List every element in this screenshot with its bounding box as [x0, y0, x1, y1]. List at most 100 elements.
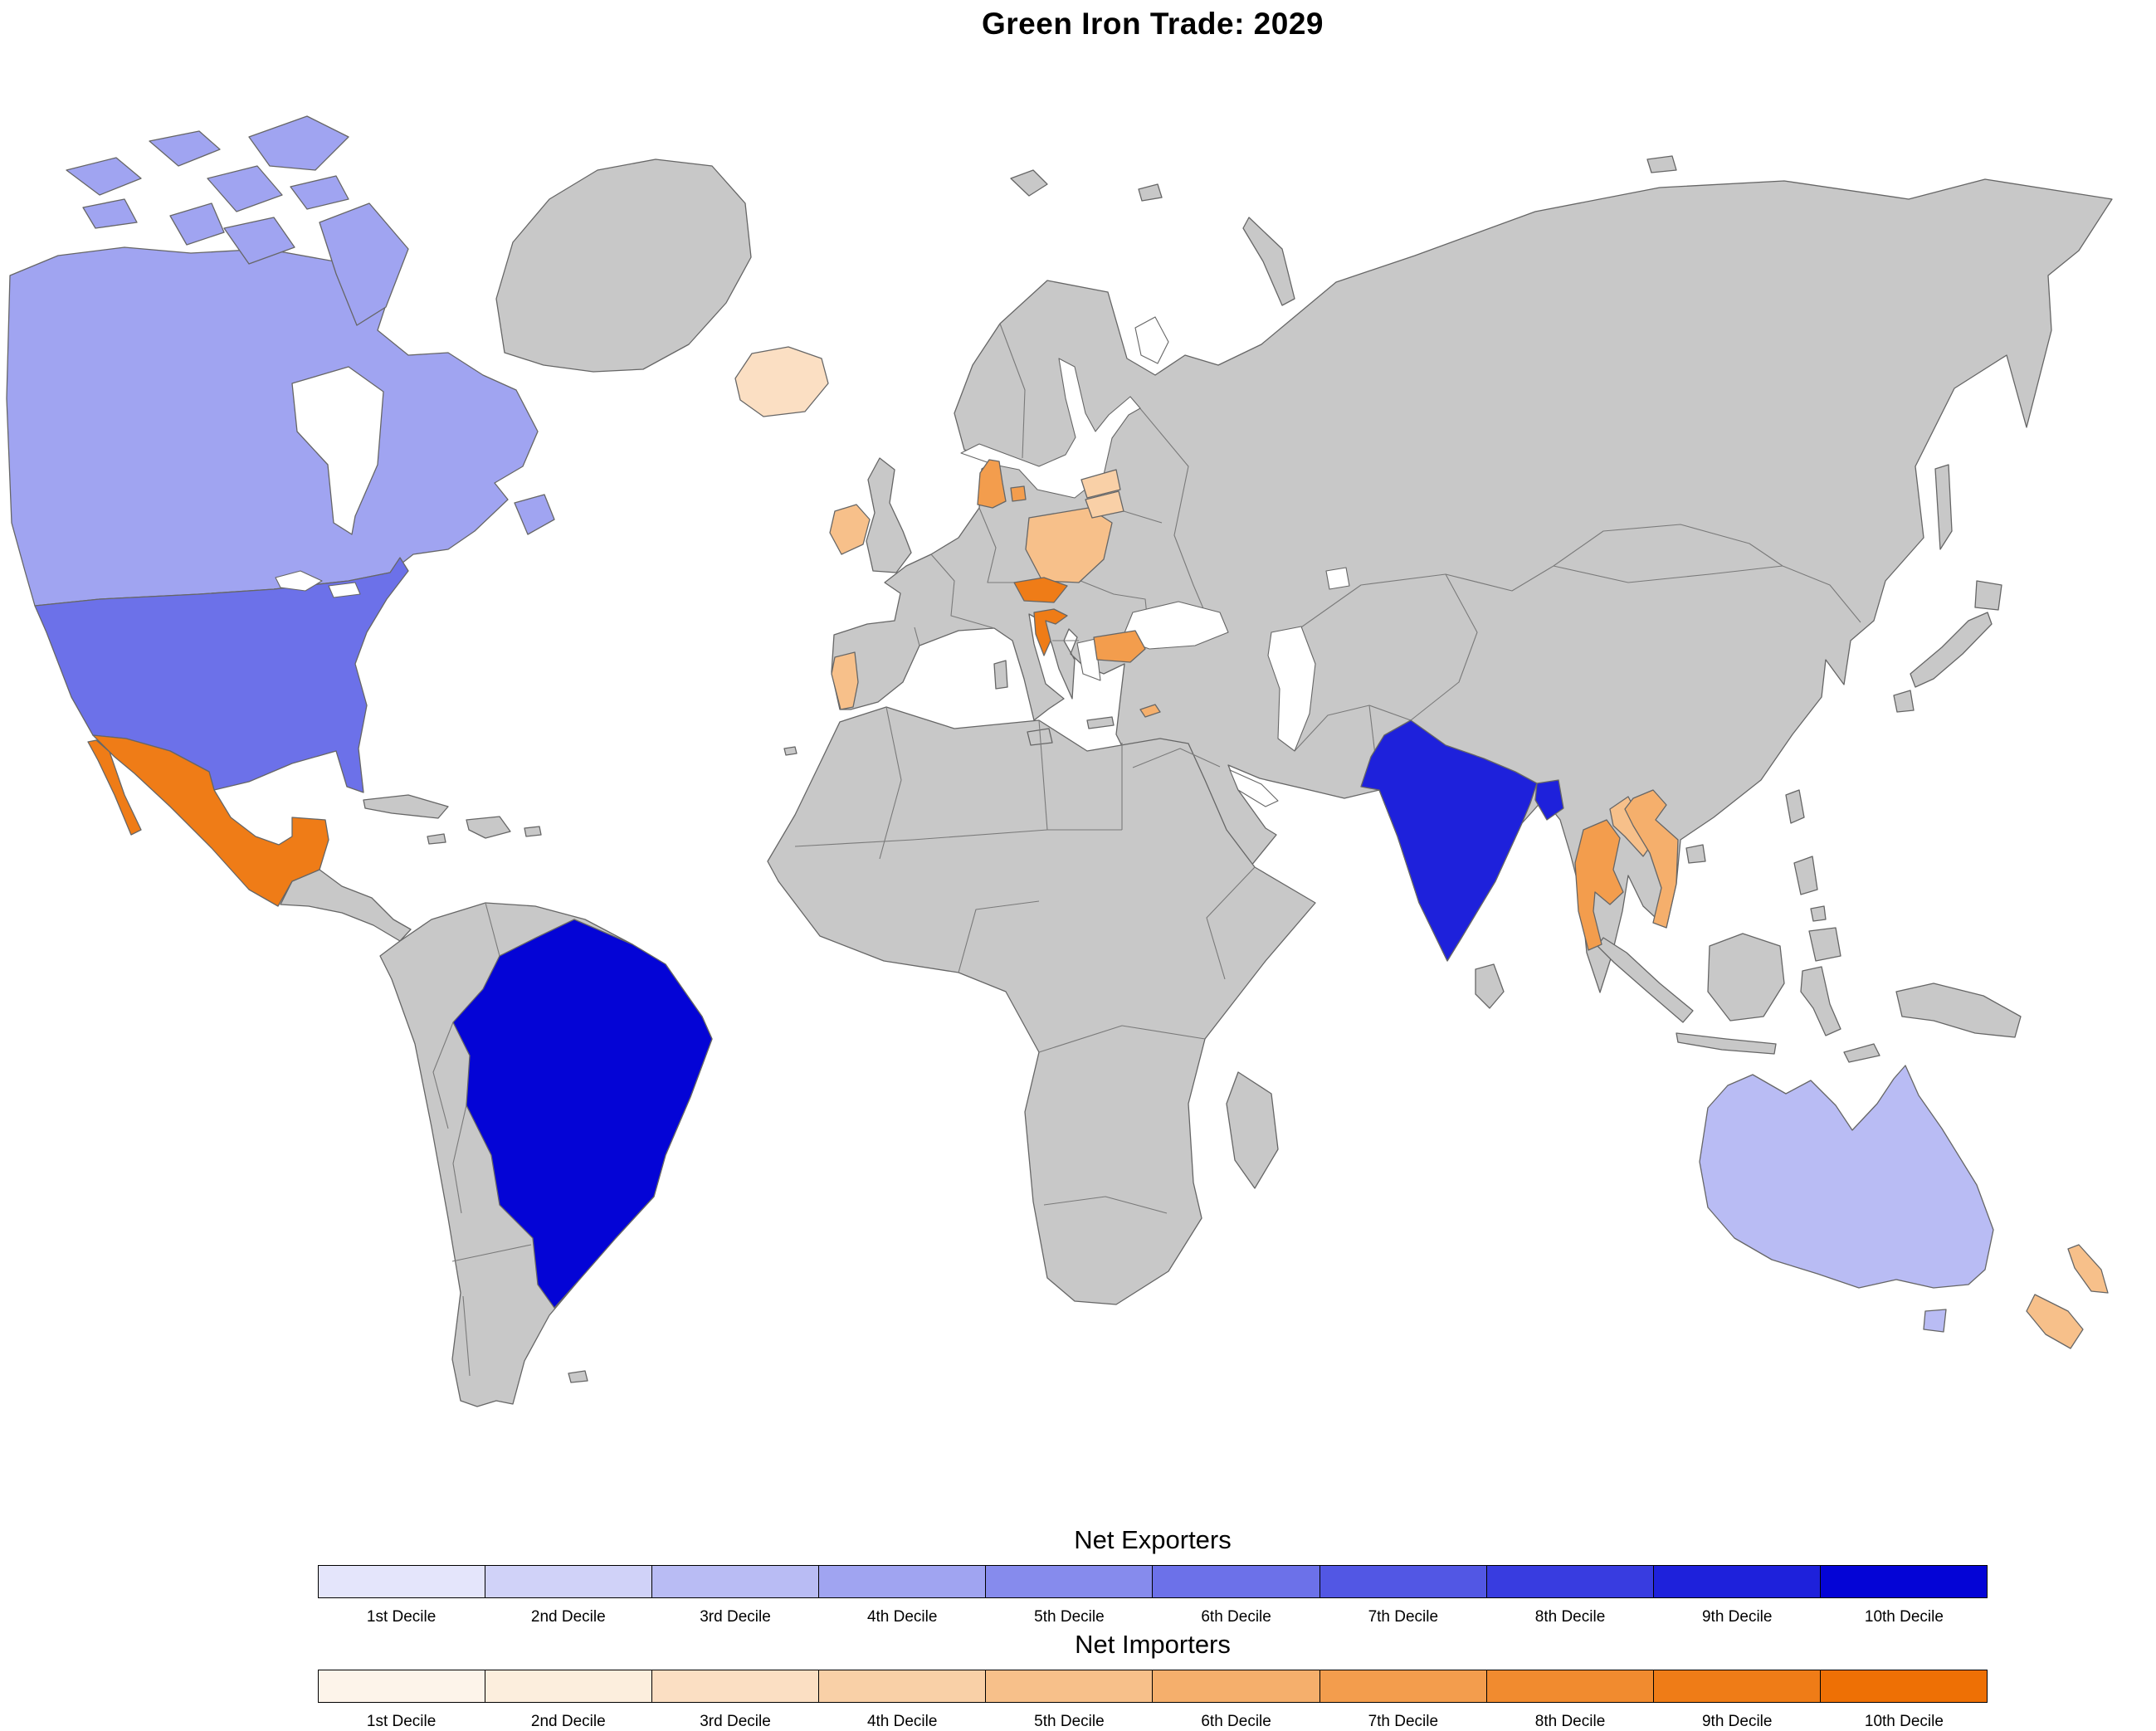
country-canada-arctic-islands	[66, 115, 555, 535]
country-thailand	[1574, 819, 1624, 951]
landmass-borneo	[1707, 933, 1785, 1022]
exporters-decile-swatch-4	[819, 1566, 987, 1597]
importers-legend: Net Importers 1st Decile 2nd Decile 3rd De…	[318, 1630, 1988, 1731]
caspian-sea	[1267, 626, 1316, 752]
importers-tick-label-5: 5th Decile	[1034, 1713, 1105, 1730]
exporters-tick-label-8: 8th Decile	[1534, 1608, 1606, 1626]
exporters-legend: Net Exporters 1st Decile 2nd Decile 3rd De…	[318, 1525, 1988, 1626]
country-bulgaria	[1093, 630, 1146, 663]
country-ireland	[829, 504, 871, 555]
exporters-tick-labels: 1st Decile 2nd Decile 3rd Decile 4th Decile…	[318, 1608, 1988, 1626]
landmass-falklands	[568, 1370, 588, 1383]
importers-tick-label-7: 7th Decile	[1368, 1713, 1439, 1730]
importers-decile-swatch-10	[1820, 1670, 1987, 1702]
country-mexico	[87, 734, 329, 907]
landmass-franz-josef	[1138, 183, 1163, 202]
importers-tick-label-8: 8th Decile	[1534, 1713, 1606, 1730]
exporters-decile-swatch-2	[485, 1566, 653, 1597]
landmass-honshu	[1910, 612, 1993, 688]
exporters-tick-label-6: 6th Decile	[1201, 1608, 1271, 1626]
importers-decile-swatch-7	[1319, 1670, 1487, 1702]
importers-decile-swatch-4	[819, 1670, 987, 1702]
exporters-legend-title: Net Exporters	[1074, 1525, 1232, 1554]
importers-decile-swatch-2	[485, 1670, 653, 1702]
importers-tick-labels: 1st Decile 2nd Decile 3rd Decile 4th Decile…	[318, 1713, 1988, 1731]
country-canada	[6, 246, 539, 607]
baltic-sea	[960, 358, 1141, 499]
exporters-decile-swatch-10	[1820, 1566, 1987, 1597]
page-title: Green Iron Trade: 2029	[981, 7, 1324, 41]
decorative-country-borders	[432, 323, 1861, 1377]
no-data-landmasses	[280, 155, 2113, 1407]
country-vietnam	[1624, 789, 1679, 929]
country-czechia	[1013, 577, 1068, 603]
country-australia	[1699, 1065, 1994, 1289]
exporters-decile-swatch-3	[652, 1566, 820, 1597]
country-lithuania	[1085, 490, 1124, 519]
importers-tick-label-6: 6th Decile	[1201, 1713, 1271, 1730]
country-new-zealand	[2026, 1244, 2109, 1349]
landmass-hispaniola	[466, 816, 511, 839]
aegean-sea	[1076, 638, 1101, 681]
importers-legend-title: Net Importers	[1075, 1630, 1231, 1659]
landmass-sakhalin	[1934, 464, 1953, 550]
exporters-tick-label-2: 2nd Decile	[530, 1608, 606, 1626]
landmass-sumatra	[1597, 937, 1694, 1023]
landmass-mindanao	[1808, 927, 1841, 962]
landmass-new-guinea	[1895, 983, 2022, 1038]
landmass-timor	[1843, 1043, 1880, 1063]
landmass-severnaya-zemlya	[1646, 155, 1677, 173]
landmass-africa	[767, 706, 1316, 1305]
country-bangladesh	[1534, 779, 1564, 821]
country-denmark	[977, 459, 1027, 509]
exporters-decile-swatch-9	[1653, 1566, 1821, 1597]
landmass-puerto-rico	[524, 826, 542, 837]
exporters-decile-swatch-5	[986, 1566, 1154, 1597]
importers-decile-swatch-1	[319, 1670, 486, 1702]
importers-tick-label-10: 10th Decile	[1864, 1713, 1944, 1730]
country-latvia	[1080, 469, 1121, 499]
white-sea	[1134, 316, 1169, 364]
exporters-tick-label-5: 5th Decile	[1034, 1608, 1105, 1626]
importers-decile-swatch-9	[1653, 1670, 1821, 1702]
landmass-kyushu	[1893, 690, 1915, 713]
landmass-greenland	[495, 158, 752, 373]
importers-tick-label-1: 1st Decile	[366, 1713, 437, 1730]
country-cyprus	[1139, 704, 1161, 718]
country-croatia	[1033, 608, 1068, 656]
landmass-madagascar	[1226, 1071, 1279, 1189]
country-iceland	[734, 346, 829, 417]
exporters-tick-label-3: 3rd Decile	[700, 1608, 771, 1626]
exporters-tick-label-1: 1st Decile	[366, 1608, 437, 1626]
sea-overlays	[960, 316, 1350, 807]
landmass-luzon	[1793, 856, 1818, 895]
landmass-cuba	[363, 794, 449, 819]
persian-gulf	[1229, 769, 1279, 807]
great-lakes-west	[275, 570, 323, 592]
black-sea	[1121, 601, 1229, 650]
landmass-novaya-zemlya	[1242, 217, 1295, 306]
country-portugal	[831, 651, 859, 710]
landmass-canary	[783, 746, 798, 756]
landmass-crete	[1086, 716, 1115, 729]
exporters-decile-swatch-7	[1319, 1566, 1487, 1597]
landmass-sulawesi	[1800, 966, 1841, 1036]
landmass-svalbard	[1010, 169, 1048, 197]
importers-tick-label-4: 4th Decile	[866, 1713, 938, 1730]
landmass-jamaica	[427, 833, 446, 845]
exporters-decile-swatch-1	[319, 1566, 486, 1597]
landmass-central-america	[280, 869, 412, 942]
landmass-sri-lanka	[1475, 963, 1505, 1009]
country-australia-tasmania	[1923, 1309, 1947, 1333]
exporters-tick-label-9: 9th Decile	[1701, 1608, 1773, 1626]
lake-overlays	[275, 570, 361, 598]
exporters-colorbar	[318, 1565, 1988, 1598]
importers-decile-swatch-8	[1486, 1670, 1654, 1702]
landmass-hokkaido	[1974, 580, 2002, 611]
exporters-tick-label-7: 7th Decile	[1368, 1608, 1439, 1626]
landmass-visayas	[1810, 905, 1827, 922]
aral-sea	[1325, 567, 1350, 590]
importers-decile-swatch-5	[986, 1670, 1154, 1702]
importers-decile-swatch-3	[652, 1670, 820, 1702]
